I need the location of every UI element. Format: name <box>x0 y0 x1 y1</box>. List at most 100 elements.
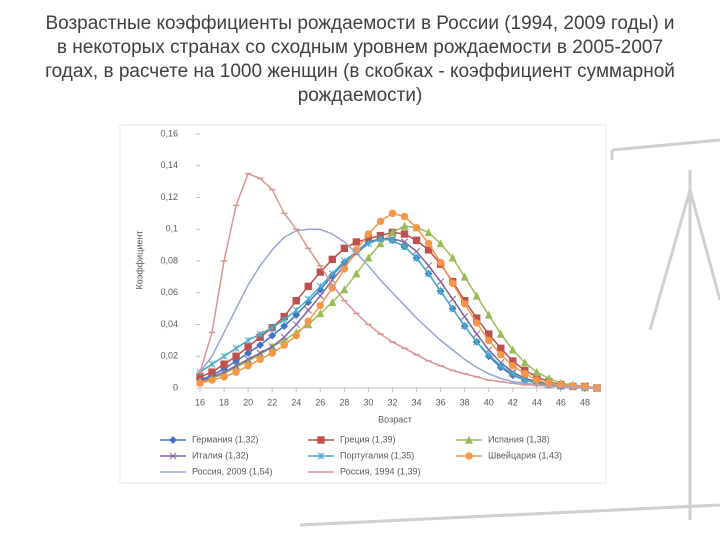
series-line <box>199 212 598 389</box>
point <box>244 355 252 363</box>
point <box>244 349 253 357</box>
point <box>496 329 505 338</box>
point <box>376 239 385 248</box>
x-tick-label: 18 <box>219 397 229 407</box>
point <box>220 352 228 360</box>
point <box>364 239 372 248</box>
point <box>196 379 204 387</box>
y-tick-label: 0,16 <box>160 128 178 138</box>
point <box>328 255 337 264</box>
point <box>437 287 445 295</box>
point <box>388 209 397 218</box>
point <box>448 279 457 287</box>
scale-decoration <box>299 138 720 527</box>
point <box>268 331 277 340</box>
point <box>425 262 433 270</box>
point <box>364 230 373 238</box>
x-tick-label: 20 <box>243 397 253 407</box>
point <box>448 253 457 262</box>
point <box>304 295 312 303</box>
point <box>436 239 445 248</box>
point <box>400 230 409 238</box>
y-tick-label: 0,14 <box>160 160 178 170</box>
x-tick-label: 32 <box>387 397 397 407</box>
slide-title: Возрастные коэффициенты рождаемости в Ро… <box>45 13 675 106</box>
x-tick-label: 46 <box>556 397 566 407</box>
series-line <box>199 172 597 389</box>
x-tick-label: 38 <box>460 397 470 407</box>
legend-label: Италия (1,32) <box>192 450 249 460</box>
x-tick-label: 44 <box>532 397 542 407</box>
point <box>460 300 469 308</box>
x-tick-label: 42 <box>508 397 518 407</box>
point <box>208 360 216 368</box>
x-tick-label: 30 <box>363 397 373 407</box>
legend-label: Греция (1,39) <box>340 434 395 444</box>
point <box>376 217 385 226</box>
point <box>449 305 457 313</box>
point <box>388 228 397 237</box>
legend-marker <box>169 436 177 444</box>
series-line <box>199 238 597 389</box>
point <box>316 282 324 290</box>
point <box>497 344 505 353</box>
point <box>328 270 336 278</box>
point <box>340 257 348 265</box>
x-tick-label: 24 <box>291 397 301 407</box>
point <box>449 295 457 303</box>
point <box>316 301 325 310</box>
x-tick-label: 40 <box>484 397 494 407</box>
point <box>485 351 493 359</box>
point <box>508 345 517 354</box>
point <box>400 212 409 221</box>
point <box>364 253 373 262</box>
x-tick-label: 26 <box>315 397 325 407</box>
y-tick-label: 0,08 <box>160 255 178 265</box>
point <box>292 306 300 314</box>
point <box>220 373 228 381</box>
x-tick-label: 48 <box>580 397 590 407</box>
point <box>292 331 300 340</box>
point <box>424 228 433 237</box>
legend-label: Германия (1,32) <box>192 434 258 444</box>
point <box>400 221 409 230</box>
point <box>232 368 240 376</box>
point <box>232 362 240 370</box>
point <box>292 320 300 329</box>
y-tick-label: 0,06 <box>160 287 178 297</box>
point <box>509 362 517 370</box>
x-tick-label: 16 <box>195 397 205 407</box>
y-tick-label: 0,04 <box>160 319 178 329</box>
legend-label: Португалия (1,35) <box>340 450 414 460</box>
point <box>292 311 301 319</box>
point <box>280 316 288 324</box>
y-tick-label: 0,12 <box>160 192 178 202</box>
legend-label: Россия, 1994 (1,39) <box>340 466 421 476</box>
point <box>268 349 276 357</box>
point <box>208 376 216 384</box>
point <box>244 343 252 351</box>
legend-marker <box>317 436 325 444</box>
point <box>268 343 276 351</box>
series-line <box>199 231 598 389</box>
point <box>232 344 240 352</box>
y-axis-label: Коэффициент <box>134 231 144 290</box>
point <box>244 336 252 344</box>
point <box>521 370 529 378</box>
x-tick-label: 28 <box>339 397 349 407</box>
point <box>256 341 265 350</box>
legend-marker <box>464 435 474 444</box>
legend-marker <box>169 452 177 460</box>
point <box>280 341 288 349</box>
point <box>328 297 337 306</box>
point <box>412 247 421 256</box>
point <box>521 376 529 384</box>
point <box>412 236 421 245</box>
point <box>533 376 541 384</box>
point <box>485 336 493 345</box>
point <box>473 338 481 346</box>
legend-marker <box>465 452 473 460</box>
point <box>424 239 433 248</box>
point <box>460 272 469 281</box>
